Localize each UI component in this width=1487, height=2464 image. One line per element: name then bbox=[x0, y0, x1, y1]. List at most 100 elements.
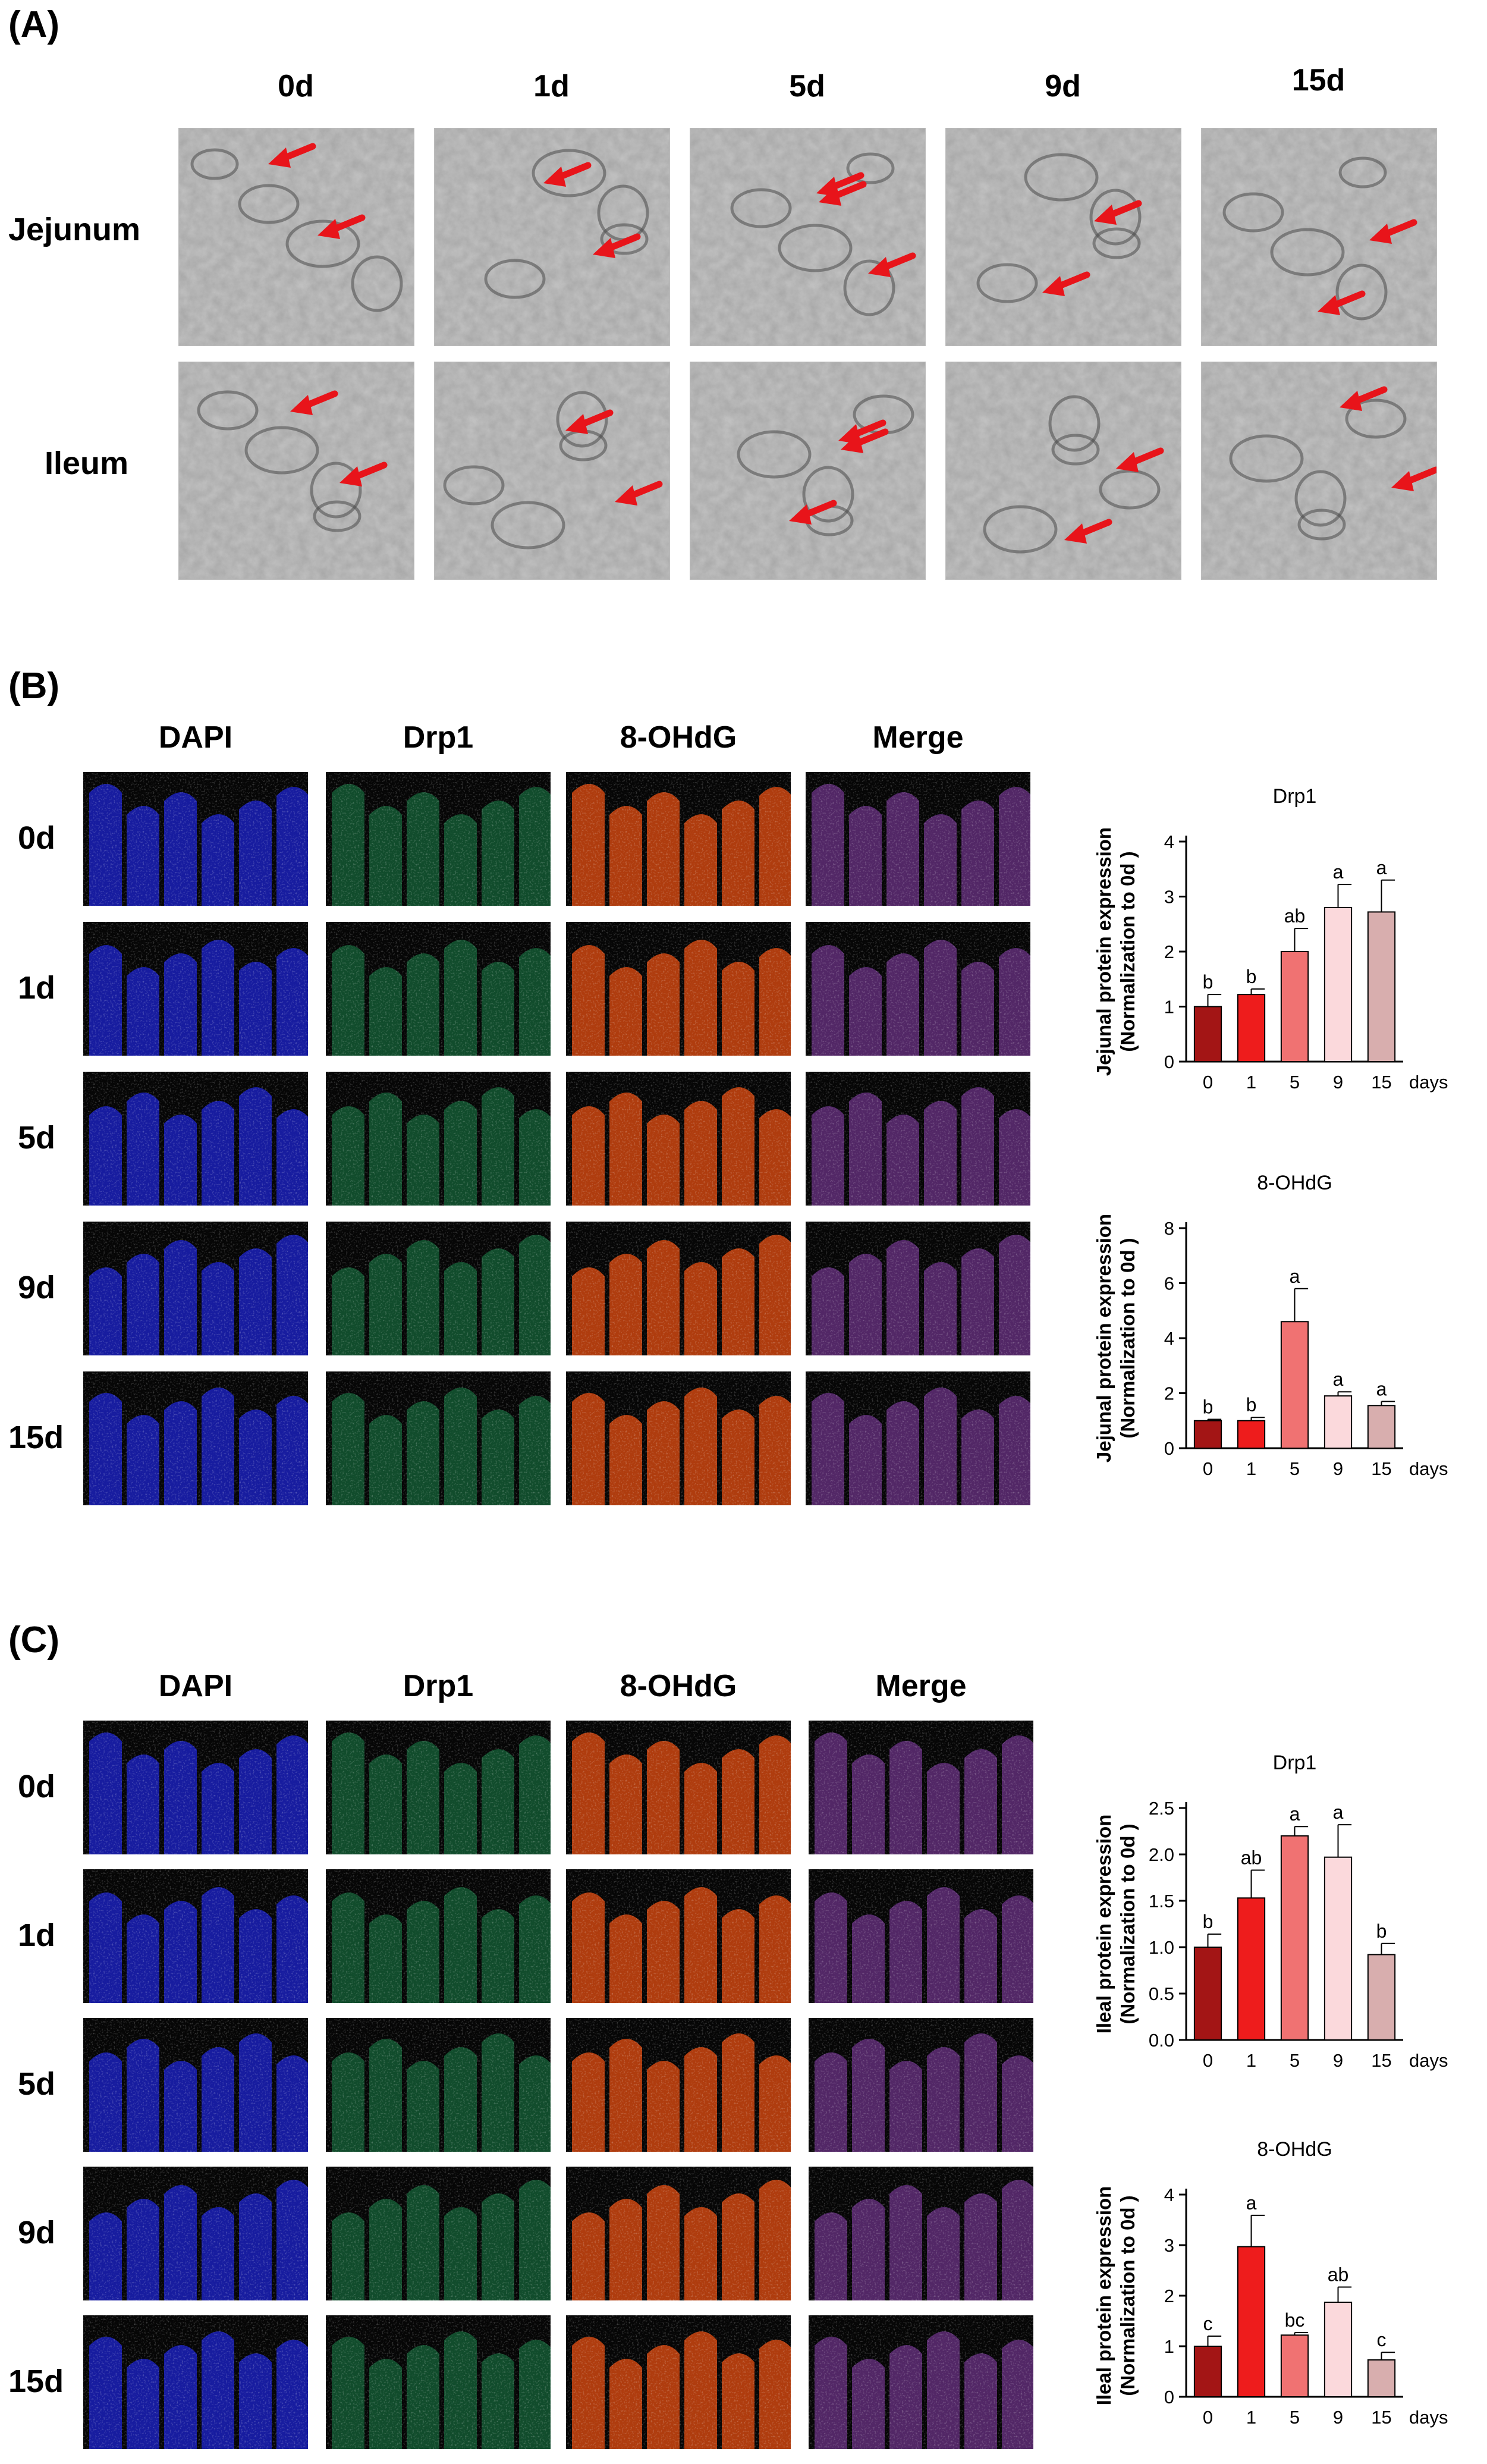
col-header: Merge bbox=[872, 720, 964, 755]
fluorescence-image bbox=[566, 1222, 791, 1355]
fluorescence-image bbox=[326, 772, 551, 906]
bar bbox=[1193, 1420, 1222, 1449]
bar bbox=[1280, 1321, 1309, 1449]
fluorescence-image bbox=[566, 2315, 791, 2449]
bar bbox=[1237, 994, 1266, 1062]
fluorescence-image bbox=[809, 1721, 1033, 1854]
y-tick-label: 1 bbox=[1164, 997, 1174, 1018]
chart-title: 8-OHdG bbox=[1257, 1172, 1332, 1194]
arrow-icon bbox=[1094, 200, 1142, 225]
x-tick-label: 1 bbox=[1246, 2407, 1256, 2428]
fluorescence-image bbox=[566, 2167, 791, 2300]
fluorescence-image bbox=[566, 772, 791, 906]
bar bbox=[1323, 2302, 1353, 2397]
y-axis-label: Jejunal protein expression bbox=[1094, 827, 1115, 1076]
tem-micrograph bbox=[178, 362, 414, 580]
x-tick-label: 5 bbox=[1290, 2407, 1300, 2428]
row-label: 0d bbox=[18, 1769, 56, 1804]
x-tick-label: 0 bbox=[1203, 2407, 1213, 2428]
y-tick-label: 0 bbox=[1164, 2387, 1174, 2407]
x-tick-label: 1 bbox=[1246, 1072, 1256, 1093]
arrow-icon bbox=[868, 252, 916, 277]
significance-letter: b bbox=[1246, 1394, 1257, 1415]
row-label: Jejunum bbox=[8, 212, 141, 247]
col-header: 8-OHdG bbox=[620, 1669, 737, 1703]
bar bbox=[1367, 1954, 1396, 2041]
x-tick-label: 0 bbox=[1203, 1458, 1213, 1479]
x-tick-label: 1 bbox=[1246, 2050, 1256, 2071]
col-header: 0d bbox=[278, 69, 314, 103]
chart-title: 8-OHdG bbox=[1257, 2138, 1332, 2161]
fluorescence-image bbox=[566, 2018, 791, 2152]
significance-letter: c bbox=[1203, 2313, 1213, 2334]
arrow-icon bbox=[317, 214, 366, 239]
panel-b-label: (B) bbox=[8, 666, 60, 707]
tem-micrograph bbox=[1201, 128, 1437, 346]
fluorescence-image bbox=[83, 1371, 308, 1505]
arrow-icon bbox=[789, 500, 837, 525]
tem-micrograph bbox=[1201, 362, 1437, 580]
col-header: Drp1 bbox=[403, 1669, 474, 1703]
y-tick-label: 0 bbox=[1164, 1438, 1174, 1459]
bar bbox=[1280, 951, 1309, 1062]
y-tick-label: 2 bbox=[1164, 941, 1174, 962]
x-tick-label: 9 bbox=[1333, 2050, 1343, 2071]
x-axis-unit: days bbox=[1409, 2407, 1448, 2428]
y-tick-label: 1.0 bbox=[1149, 1937, 1174, 1958]
arrow-icon bbox=[290, 390, 338, 415]
y-tick-label: 3 bbox=[1164, 2235, 1174, 2256]
significance-letter: a bbox=[1376, 857, 1387, 878]
fluorescence-image bbox=[809, 2018, 1033, 2152]
x-tick-label: 5 bbox=[1290, 2050, 1300, 2071]
tem-micrograph bbox=[434, 128, 670, 346]
significance-letter: a bbox=[1290, 1803, 1300, 1825]
arrow-icon bbox=[1116, 447, 1164, 472]
x-tick-label: 5 bbox=[1290, 1072, 1300, 1093]
arrow-icon bbox=[593, 233, 641, 258]
row-label: 9d bbox=[18, 1270, 56, 1305]
y-tick-label: 0.0 bbox=[1149, 2030, 1174, 2051]
significance-letter: a bbox=[1333, 861, 1344, 883]
fluorescence-image bbox=[326, 2315, 551, 2449]
significance-letter: b bbox=[1203, 1911, 1214, 1932]
y-tick-label: 8 bbox=[1164, 1218, 1174, 1239]
y-axis-label: (Normalization to 0d ) bbox=[1117, 851, 1139, 1051]
tem-micrograph bbox=[945, 128, 1181, 346]
y-axis-label: Jejunal protein expression bbox=[1094, 1214, 1115, 1462]
bar bbox=[1280, 2334, 1309, 2397]
panel-c-label: (C) bbox=[8, 1619, 60, 1661]
col-header: DAPI bbox=[158, 720, 233, 755]
y-axis-label: (Normalization to 0d ) bbox=[1117, 1238, 1139, 1438]
bar bbox=[1367, 2359, 1396, 2398]
row-label: 1d bbox=[18, 970, 56, 1006]
y-tick-label: 0.5 bbox=[1149, 1983, 1174, 2004]
y-tick-label: 4 bbox=[1164, 2184, 1174, 2205]
x-tick-label: 15 bbox=[1371, 2407, 1391, 2428]
chart-title: Drp1 bbox=[1273, 1752, 1317, 1774]
x-tick-label: 15 bbox=[1371, 2050, 1391, 2071]
row-label: 1d bbox=[18, 1917, 56, 1953]
arrow-icon bbox=[339, 462, 388, 486]
y-axis-label: (Normalization to 0d ) bbox=[1117, 2195, 1139, 2396]
significance-letter: a bbox=[1246, 2192, 1257, 2214]
chart-jejunal-drp1: Drp1 Jejunal protein expression (Normaliza… bbox=[1094, 785, 1448, 1093]
tem-micrograph bbox=[434, 362, 670, 580]
row-label: 5d bbox=[18, 2066, 56, 2102]
tem-micrograph bbox=[945, 362, 1181, 580]
arrow-icon bbox=[1369, 219, 1417, 244]
y-tick-label: 1 bbox=[1164, 2336, 1174, 2357]
significance-letter: b bbox=[1246, 966, 1257, 987]
significance-letter: b bbox=[1203, 1396, 1214, 1417]
x-tick-label: 1 bbox=[1246, 1458, 1256, 1479]
bar bbox=[1367, 911, 1396, 1062]
arrow-icon bbox=[565, 409, 614, 434]
col-header: 9d bbox=[1045, 69, 1081, 103]
chart-title: Drp1 bbox=[1273, 785, 1317, 808]
arrow-icon bbox=[543, 162, 592, 187]
row-label: 9d bbox=[18, 2215, 56, 2250]
significance-letter: b bbox=[1376, 1920, 1387, 1942]
bar bbox=[1280, 1835, 1309, 2041]
arrow-icon bbox=[1340, 386, 1388, 411]
fluorescence-image bbox=[806, 772, 1030, 906]
fluorescence-image bbox=[326, 1869, 551, 2003]
